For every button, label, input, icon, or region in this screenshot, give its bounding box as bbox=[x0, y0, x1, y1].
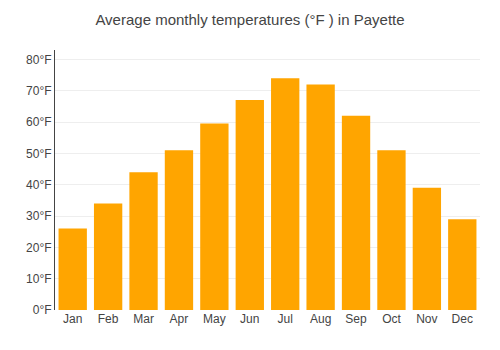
svg-text:Oct: Oct bbox=[382, 312, 401, 326]
svg-text:50°F: 50°F bbox=[26, 147, 51, 161]
svg-text:70°F: 70°F bbox=[26, 84, 51, 98]
svg-text:May: May bbox=[203, 312, 226, 326]
svg-text:Sep: Sep bbox=[345, 312, 367, 326]
svg-text:0°F: 0°F bbox=[33, 303, 52, 317]
svg-text:40°F: 40°F bbox=[26, 178, 51, 192]
svg-text:30°F: 30°F bbox=[26, 209, 51, 223]
svg-text:Jun: Jun bbox=[240, 312, 259, 326]
svg-text:Mar: Mar bbox=[133, 312, 154, 326]
svg-text:Aug: Aug bbox=[310, 312, 331, 326]
svg-text:Feb: Feb bbox=[98, 312, 119, 326]
svg-text:Jul: Jul bbox=[278, 312, 293, 326]
svg-text:Nov: Nov bbox=[416, 312, 437, 326]
svg-text:Apr: Apr bbox=[170, 312, 189, 326]
svg-text:Jan: Jan bbox=[63, 312, 82, 326]
svg-text:80°F: 80°F bbox=[26, 53, 51, 67]
svg-text:10°F: 10°F bbox=[26, 272, 51, 286]
svg-text:60°F: 60°F bbox=[26, 115, 51, 129]
svg-text:Average monthly temperatures (: Average monthly temperatures (°F ) in Pa… bbox=[95, 11, 404, 28]
svg-text:Dec: Dec bbox=[452, 312, 473, 326]
svg-text:20°F: 20°F bbox=[26, 241, 51, 255]
